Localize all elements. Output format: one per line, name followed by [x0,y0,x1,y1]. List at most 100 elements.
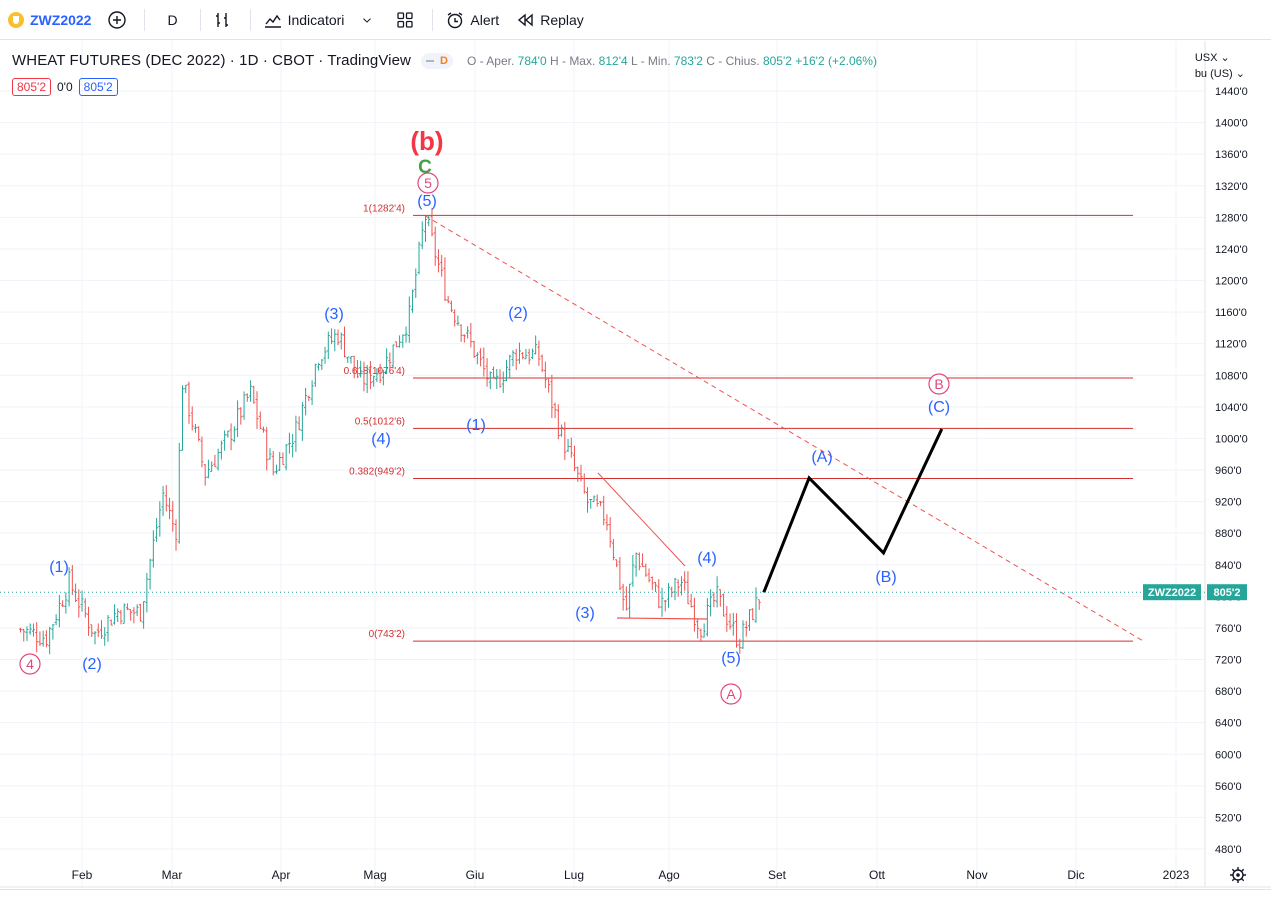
replay-button[interactable]: Replay [507,0,592,40]
plus-circle-icon [108,10,127,29]
price-axis[interactable]: 1440'0 1400'0 1360'0 1320'0 1280'0 1240'0 1200… [1215,86,1248,856]
wave-label: (3) [575,605,595,622]
price-tick-label: 880'0 [1215,528,1242,540]
toolbar-divider [249,8,251,31]
bottom-toolbar [0,889,1271,906]
price-tick-label: 1080'0 [1215,370,1248,382]
fib-level-label: 0(743'2) [369,629,405,640]
price-tick-label: 760'0 [1215,623,1242,635]
fib-level-label: 0.618(1076'4) [344,366,405,377]
buy-price-pill[interactable]: 805'2 [78,78,118,96]
wave-label: (1) [466,417,486,434]
indicators-button[interactable]: Indicatori [255,0,353,40]
wave-label: (1) [49,559,69,576]
wave-label: (4) [697,550,717,567]
symbol-search-button[interactable]: ZWZ2022 [0,0,99,40]
price-tick-label: 720'0 [1215,655,1242,667]
currency-unit-selector[interactable]: USX ⌄ bu (US) ⌄ [1195,50,1245,82]
trend-line[interactable] [424,215,1144,642]
fibonacci-retracement[interactable]: 1(1282'4) 0.618(1076'4) 0.5(1012'6) 0.382(9… [344,203,1133,642]
chevron-down-icon [363,17,372,23]
alert-button[interactable]: Alert [437,0,507,40]
price-bars [18,207,761,655]
open-value: 784'0 [517,53,547,68]
last-price-tag-text: 805'2 [1213,587,1240,599]
wave-label: B [934,376,943,392]
time-tick-label: Set [768,868,787,882]
price-tick-label: 920'0 [1215,497,1242,509]
time-tick-label: Nov [966,868,987,882]
projection-path[interactable] [762,428,944,593]
layout-dropdown-button[interactable] [352,0,387,40]
price-tick-label: 960'0 [1215,465,1242,477]
low-value: 783'2 [673,53,703,68]
time-tick-label: Ago [658,868,680,882]
price-tick-label: 1160'0 [1215,307,1247,319]
chart-drawings[interactable] [424,215,1144,642]
unit-label: bu (US) [1194,68,1233,80]
time-tick-label: 2023 [1163,868,1190,882]
settings-gear-icon[interactable] [1230,867,1246,883]
time-tick-label: Apr [272,868,291,882]
time-tick-label: Mar [162,868,183,882]
legend-badge[interactable]: D [420,52,453,69]
rewind-icon [518,13,533,26]
top-toolbar: ZWZ2022 D Indicatori Alert Replay [0,0,1271,40]
templates-button[interactable] [387,0,428,40]
data-delay-badge: D [439,54,448,67]
grid-layout-icon [397,11,414,28]
wedge-upper-line[interactable] [597,472,686,567]
ohlc-values: O - Aper. 784'0 H - Max. 812'4 L - Min. … [467,54,877,68]
bid-ask-row: 805'2 0'0 805'2 [12,78,118,96]
bars-style-icon [215,12,228,27]
price-tick-label: 640'0 [1215,718,1242,730]
legend-eye-toggle[interactable] [425,59,434,62]
price-tick-label: 560'0 [1215,781,1242,793]
price-tick-label: 1200'0 [1215,276,1248,288]
time-axis[interactable]: Feb Mar Apr Mag Giu Lug Ago Set Ott Nov Dic 2023 [72,868,1190,882]
replay-label: Replay [540,11,584,28]
symbol-title[interactable]: WHEAT FUTURES (DEC 2022) · 1D · CBOT · T… [12,52,411,69]
price-tick-label: 480'0 [1215,844,1242,856]
chart-grid [0,41,1205,887]
wave-label-circle [720,683,742,705]
interval-button[interactable]: D [149,0,195,40]
toolbar-divider [144,8,146,31]
time-tick-label: Mag [363,868,386,882]
price-tick-label: 840'0 [1215,560,1242,572]
wave-label: (A) [811,449,832,466]
wave-label: (5) [417,193,437,210]
price-tick-label: 1440'0 [1215,86,1248,98]
close-label: C - Chius. [706,53,760,68]
wedge-lower-line[interactable] [616,617,708,620]
price-tick-label: 1280'0 [1215,212,1248,224]
wave-label: (C) [928,399,950,416]
currency-label: USX [1194,52,1218,64]
chevron-down-icon: ⌄ [1220,52,1230,64]
time-tick-label: Feb [72,868,93,882]
wave-label: A [726,686,736,702]
toolbar-divider [199,8,201,31]
time-tick-label: Lug [564,868,584,882]
interval-label: D [167,11,178,28]
indicators-label: Indicatori [287,11,345,28]
wave-label-circle [928,373,950,395]
fib-level-label: 0.5(1012'6) [355,416,405,427]
sell-price-pill[interactable]: 805'2 [12,78,51,96]
wave-label: (2) [508,305,528,322]
change-value: +16'2 (+2.06%) [795,53,877,68]
wave-label: 5 [424,175,432,191]
price-tick-label: 1320'0 [1215,181,1248,193]
chevron-down-icon: ⌄ [1235,68,1245,80]
wave-label: (2) [82,656,102,673]
price-tick-label: 1000'0 [1215,433,1248,445]
toolbar-divider [432,8,434,31]
chart-style-button[interactable] [205,0,246,40]
symbol-tag [1143,584,1201,601]
alert-label: Alert [470,11,500,28]
compare-add-button[interactable] [99,0,140,40]
spread-value: 0'0 [57,80,73,94]
close-value: 805'2 [762,53,792,68]
alarm-clock-icon [448,11,463,28]
